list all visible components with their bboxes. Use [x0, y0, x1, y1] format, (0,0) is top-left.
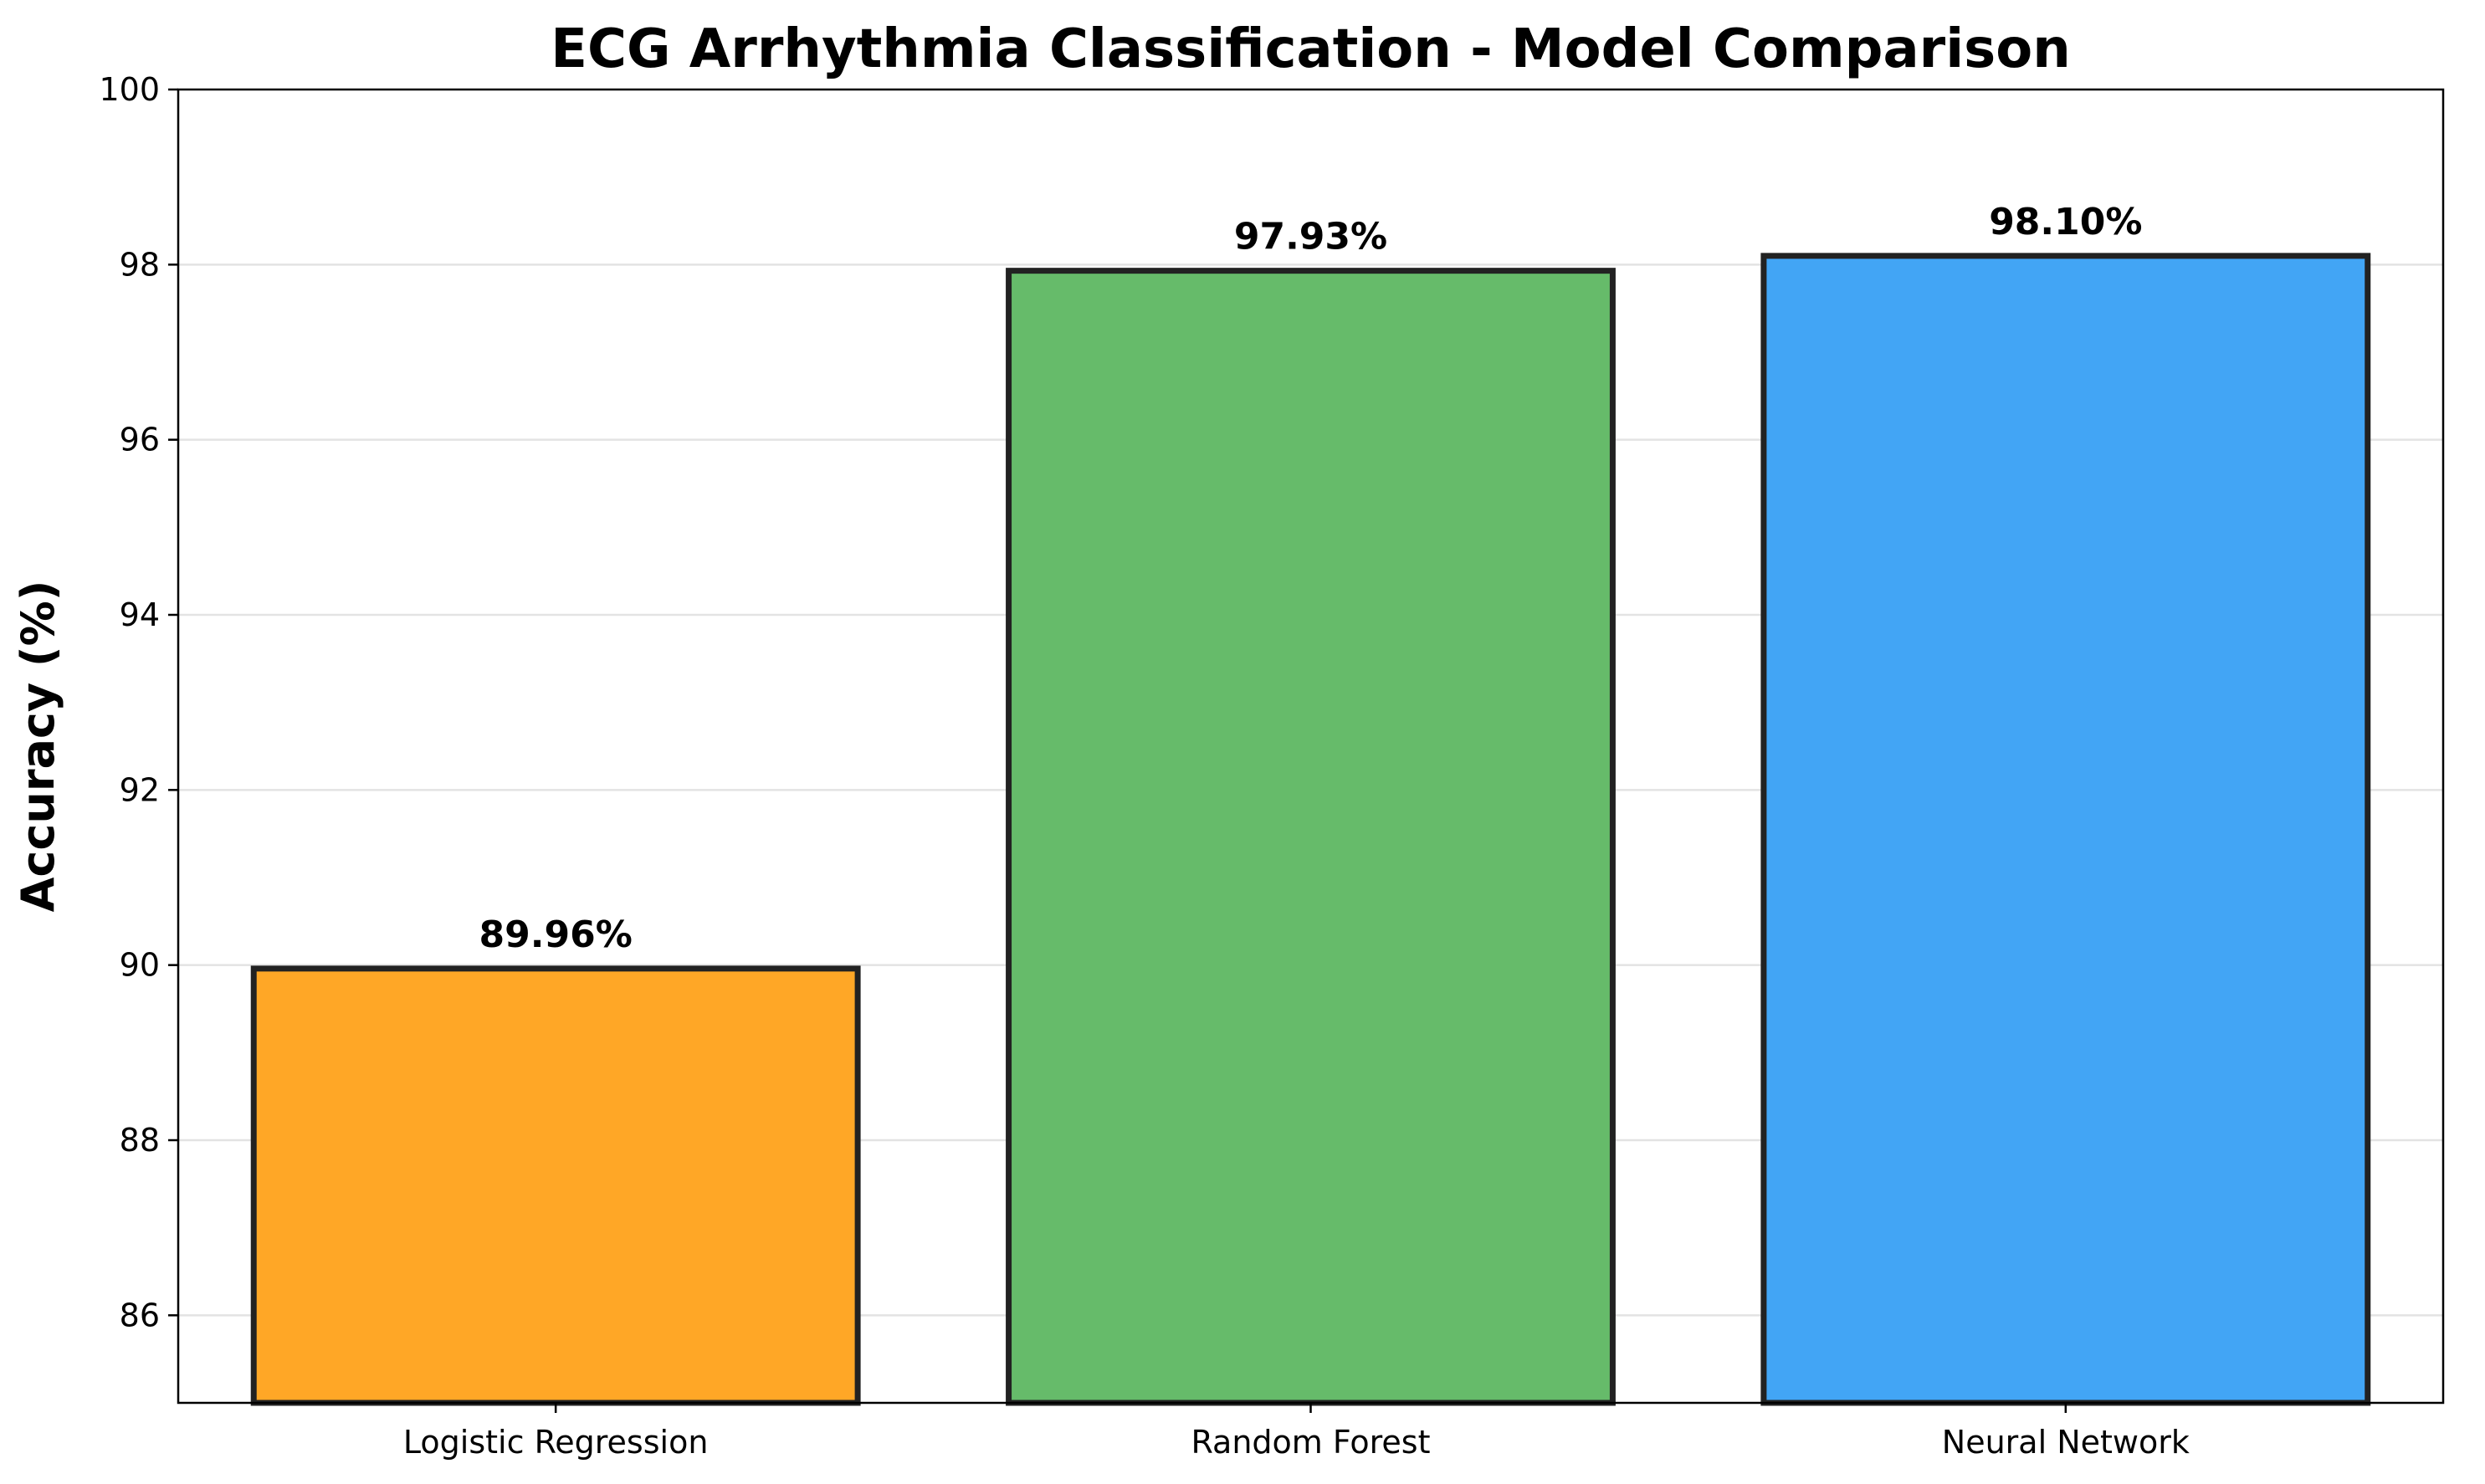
value-label: 97.93% — [1234, 216, 1387, 258]
x-tick-label: Neural Network — [1942, 1424, 2190, 1461]
value-label: 89.96% — [479, 913, 633, 956]
bars — [250, 253, 2371, 1406]
chart-title: ECG Arrhythmia Classification - Model Co… — [551, 18, 2071, 80]
y-tick-label: 98 — [120, 246, 160, 283]
x-tick-label: Logistic Regression — [403, 1424, 709, 1461]
value-labels: 89.96% 97.93% 98.10% — [479, 201, 2143, 956]
y-tick-label: 100 — [99, 71, 160, 108]
y-axis-ticks: 86 88 90 92 94 96 98 100 — [99, 71, 178, 1333]
y-tick-label: 90 — [120, 947, 160, 984]
y-tick-label: 86 — [120, 1297, 160, 1333]
y-axis-label: Accuracy (%) — [12, 581, 64, 913]
x-tick-label: Random Forest — [1191, 1424, 1430, 1461]
x-axis-ticks: Logistic Regression Random Forest Neural N… — [403, 1403, 2190, 1461]
bar-logistic-regression — [250, 965, 861, 1406]
value-label: 98.10% — [1989, 201, 2142, 243]
y-tick-label: 88 — [120, 1122, 160, 1159]
y-tick-label: 96 — [120, 422, 160, 458]
y-tick-label: 94 — [120, 596, 160, 633]
bar-neural-network — [1760, 253, 2371, 1406]
bar-random-forest — [1006, 268, 1616, 1406]
y-tick-label: 92 — [120, 771, 160, 808]
